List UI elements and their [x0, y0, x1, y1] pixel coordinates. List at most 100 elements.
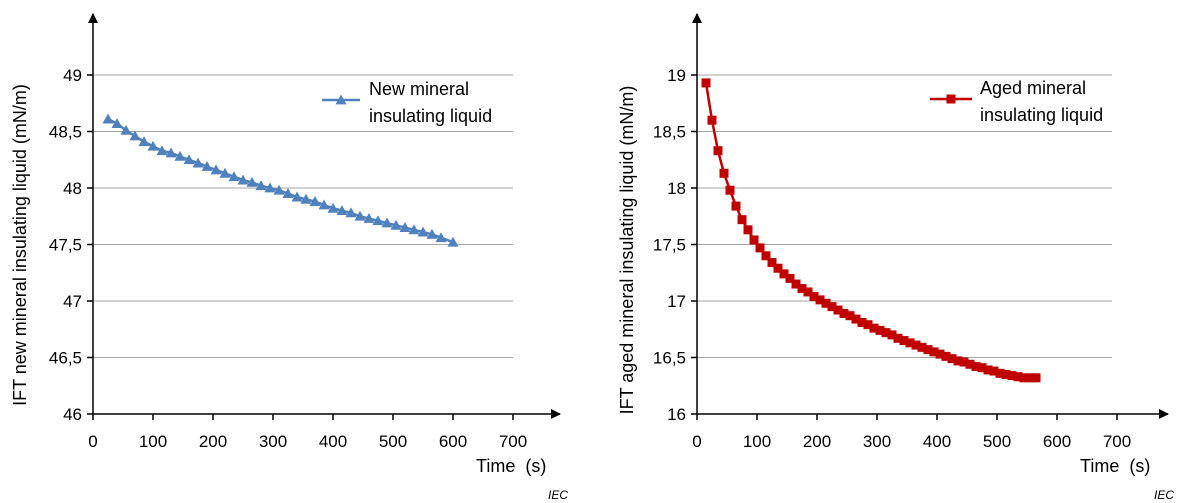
data-point [291, 191, 303, 202]
data-point [779, 269, 789, 279]
y-tick-label: 49 [63, 66, 82, 85]
x-tick-label: 500 [379, 432, 407, 451]
x-tick-label: 600 [1043, 432, 1071, 451]
y-tick-label: 47 [63, 292, 82, 311]
y-tick-label: 48 [63, 179, 82, 198]
data-point [833, 305, 843, 315]
x-tick-label: 300 [863, 432, 891, 451]
x-tick-label: 500 [983, 432, 1011, 451]
data-point [1001, 369, 1011, 379]
y-tick-label: 48,5 [49, 123, 82, 142]
iec-mark: IEC [1154, 488, 1174, 502]
data-point [821, 298, 831, 308]
data-point [755, 243, 765, 253]
x-tick-label: 200 [199, 432, 227, 451]
legend-marker [946, 94, 956, 104]
data-point [399, 222, 411, 232]
data-point [725, 185, 735, 195]
data-point [995, 368, 1005, 378]
data-point [138, 136, 150, 147]
data-point [1025, 373, 1035, 383]
data-point [929, 347, 939, 357]
data-point [219, 167, 231, 178]
data-point [797, 284, 807, 294]
data-point [773, 263, 783, 273]
data-point [911, 340, 921, 350]
data-point [749, 235, 759, 245]
data-point [959, 357, 969, 367]
data-point [701, 78, 711, 88]
data-point [381, 217, 393, 228]
data-point [899, 336, 909, 346]
data-point [417, 226, 429, 237]
x-tick-label: 0 [692, 432, 701, 451]
data-point [246, 176, 258, 187]
legend: New mineral insulating liquid [322, 79, 492, 126]
chart-new-liquid: 46 46,5 47 47,5 48 48,5 49 0 100 200 300 400 500 600 7… [10, 13, 568, 502]
data-point [426, 228, 438, 239]
x-tick-label: 0 [88, 432, 97, 451]
x-tick-label: 100 [139, 432, 167, 451]
data-point [435, 232, 447, 243]
series-line [107, 117, 454, 244]
data-point [953, 356, 963, 366]
y-tick-label: 46,5 [49, 349, 82, 368]
data-point [935, 349, 945, 359]
data-point [111, 118, 123, 128]
data-point [977, 363, 987, 373]
data-point [791, 279, 801, 289]
data-point [273, 184, 285, 195]
x-tick-label: 200 [803, 432, 831, 451]
data-point [192, 157, 204, 168]
data-point [120, 124, 132, 135]
data-point [761, 251, 771, 261]
x-tick-label: 400 [923, 432, 951, 451]
data-point [827, 302, 837, 312]
legend-label-line-2: insulating liquid [369, 106, 492, 126]
data-point [210, 164, 222, 175]
x-tick-label: 700 [499, 432, 527, 451]
data-point [363, 213, 375, 223]
data-point [300, 193, 312, 204]
data-point [923, 345, 933, 355]
y-tick-label: 18,5 [653, 123, 686, 142]
data-point [309, 196, 321, 206]
data-point [869, 323, 879, 333]
data-point [345, 207, 357, 218]
x-tick-label: 700 [1103, 432, 1131, 451]
data-point [941, 351, 951, 361]
data-point [809, 291, 819, 301]
x-tick-label: 300 [259, 432, 287, 451]
data-point [815, 295, 825, 305]
data-point [327, 202, 339, 213]
data-point [174, 150, 186, 161]
data-point [767, 258, 777, 268]
data-point [372, 215, 384, 226]
data-point [447, 236, 459, 247]
data-point [857, 317, 867, 327]
legend-label-line-1: Aged mineral [980, 78, 1086, 98]
y-tick-label: 16 [667, 405, 686, 424]
data-point [737, 215, 747, 225]
data-point [893, 333, 903, 343]
data-point [354, 210, 366, 221]
x-tick-label: 100 [743, 432, 771, 451]
y-tick-label: 46 [63, 405, 82, 424]
data-point [875, 325, 885, 335]
data-point [905, 338, 915, 348]
data-point [1007, 371, 1017, 381]
data-point [863, 320, 873, 330]
data-point [965, 359, 975, 369]
data-point [237, 174, 249, 185]
data-point [264, 182, 276, 193]
series-aged-mineral [701, 78, 1041, 383]
data-point [845, 311, 855, 321]
iec-mark: IEC [548, 488, 568, 502]
data-point [1013, 372, 1023, 382]
data-point [803, 287, 813, 297]
data-point [318, 199, 330, 210]
data-point [147, 140, 159, 151]
x-tick-label: 400 [319, 432, 347, 451]
data-point [785, 273, 795, 283]
data-point [408, 224, 420, 235]
